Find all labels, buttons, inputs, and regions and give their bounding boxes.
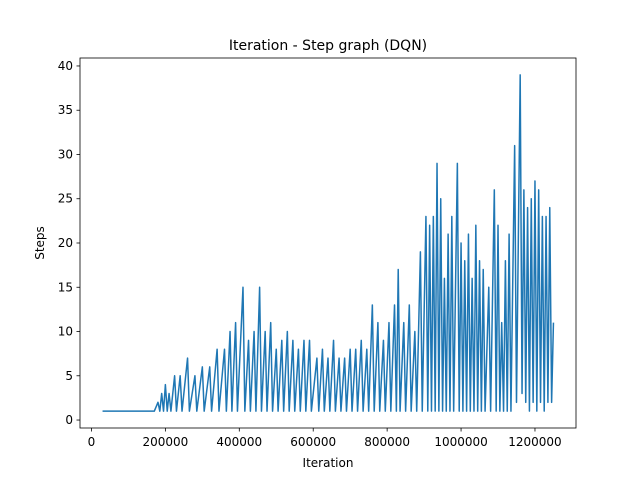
y-tick-label: 40 (58, 59, 73, 73)
y-tick-label: 15 (58, 280, 73, 294)
x-tick-label: 200000 (142, 435, 188, 449)
x-tick-label: 0 (88, 435, 96, 449)
x-tick-label: 1200000 (508, 435, 561, 449)
y-tick-label: 5 (65, 369, 73, 383)
y-tick-label: 0 (65, 413, 73, 427)
x-tick-label: 400000 (216, 435, 262, 449)
x-tick-label: 800000 (364, 435, 410, 449)
chart-title: Iteration - Step graph (DQN) (229, 38, 427, 54)
x-tick-label: 1000000 (434, 435, 487, 449)
y-tick-label: 10 (58, 325, 73, 339)
x-axis-label: Iteration (303, 456, 354, 470)
y-tick-label: 20 (58, 236, 73, 250)
y-tick-label: 25 (58, 192, 73, 206)
data-line (102, 74, 555, 412)
x-tick-label: 600000 (290, 435, 336, 449)
y-axis-label: Steps (33, 226, 47, 260)
y-tick-label: 35 (58, 103, 73, 117)
y-tick-label: 30 (58, 147, 73, 161)
